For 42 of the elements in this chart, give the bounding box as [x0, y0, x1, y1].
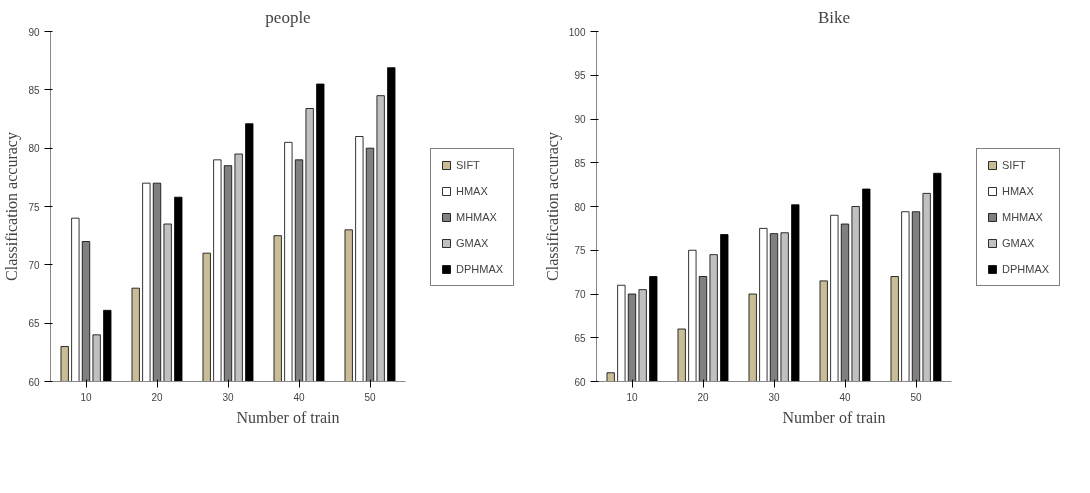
y-tick-label: 65: [574, 332, 586, 344]
x-tick-label: 10: [80, 391, 92, 403]
y-tick-label: 80: [574, 201, 586, 213]
y-tick-label: 95: [574, 70, 586, 82]
y-tick-label: 85: [574, 157, 586, 169]
x-tick-label: 20: [697, 391, 709, 403]
chart-title: people: [265, 7, 311, 27]
y-axis-title: Classification accuracy: [3, 132, 22, 281]
y-tick-label: 90: [574, 114, 586, 125]
y-tick-label: 70: [28, 259, 40, 271]
x-tick-label: 30: [222, 391, 234, 403]
legend-label: HMAX: [1002, 185, 1034, 197]
legend-label: DPHMAX: [456, 263, 504, 275]
x-tick-label: 50: [910, 391, 922, 403]
y-tick-label: 75: [574, 245, 586, 257]
legend-label: GMAX: [456, 237, 489, 249]
legend-label: HMAX: [456, 185, 488, 197]
y-tick-label: 60: [574, 376, 586, 388]
x-tick-label: 50: [364, 391, 376, 403]
legend-label: MHMAX: [456, 211, 497, 223]
y-axis-title: Classification accuracy: [543, 132, 562, 281]
chart-title: Bike: [817, 7, 851, 27]
x-axis-title: Number of train: [236, 408, 340, 426]
x-tick-label: 40: [293, 391, 305, 403]
y-tick-label: 90: [28, 26, 40, 38]
y-tick-label: 80: [28, 143, 40, 155]
legend-label: GMAX: [1002, 237, 1035, 249]
y-tick-label: 100: [568, 26, 586, 38]
legend-label: DPHMAX: [1002, 263, 1050, 275]
x-tick-label: 40: [839, 391, 851, 403]
y-tick-label: 60: [28, 376, 40, 388]
x-tick-label: 20: [151, 391, 163, 403]
y-tick-label: 65: [28, 318, 40, 330]
x-axis-title: Number of train: [782, 408, 886, 426]
legend-label: SIFT: [456, 159, 480, 171]
y-tick-label: 75: [28, 201, 40, 213]
y-tick-label: 70: [574, 289, 586, 300]
legend-label: MHMAX: [1002, 211, 1043, 223]
y-tick-label: 85: [28, 84, 40, 96]
x-tick-label: 10: [626, 391, 638, 403]
x-tick-label: 30: [768, 391, 780, 403]
legend-label: SIFT: [1002, 159, 1026, 171]
